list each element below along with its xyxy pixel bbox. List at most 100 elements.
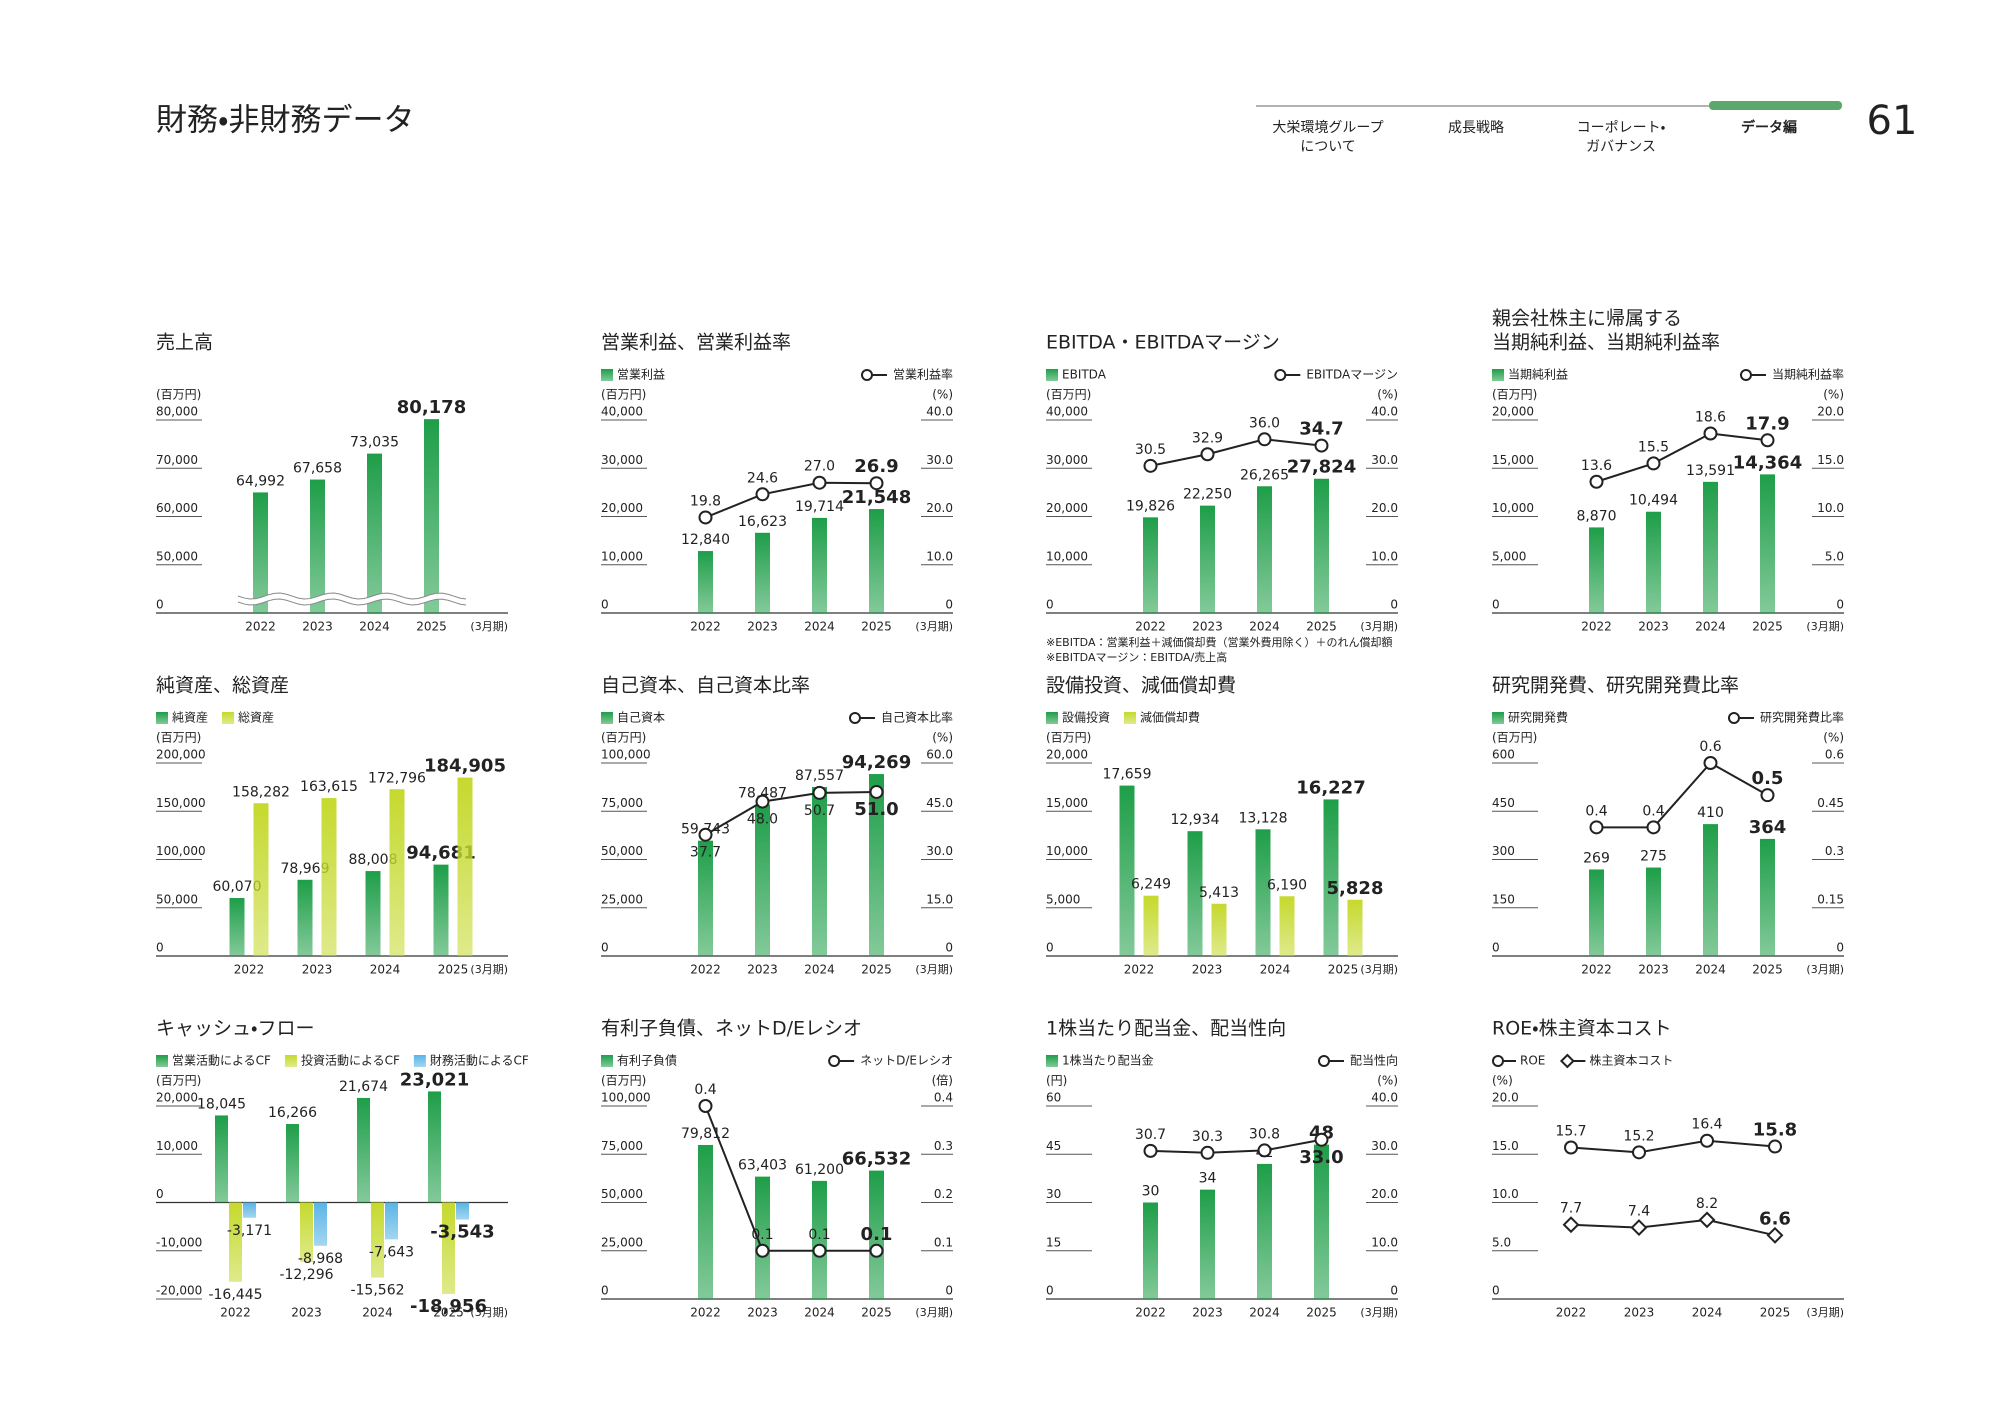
value-label: 12,840	[681, 532, 730, 548]
nav-item: 大栄環境グループ	[1272, 120, 1383, 136]
x-axis-note: (3月期)	[915, 620, 953, 633]
y2-tick-label: 30.0	[1371, 453, 1398, 467]
value-label: 21,548	[842, 487, 911, 508]
bar	[229, 1202, 242, 1282]
value-label: 5,413	[1199, 885, 1239, 901]
legend-swatch	[601, 369, 613, 381]
legend-label: ROE	[1520, 1054, 1545, 1068]
x-tick-label: 2022	[220, 1306, 251, 1320]
line-marker	[755, 1243, 770, 1258]
bar	[869, 1170, 884, 1299]
y-unit: (百万円)	[601, 1074, 646, 1088]
y-tick-label: 0	[156, 598, 164, 612]
value-label: 172,796	[368, 770, 426, 786]
x-axis-note: (3月期)	[1360, 1306, 1398, 1319]
nav-item: 成長戦略	[1448, 120, 1504, 136]
bar	[442, 1202, 455, 1294]
x-tick-label: 2025	[438, 963, 469, 977]
chart-title: 自己資本、自己資本比率	[601, 675, 810, 697]
bar	[253, 803, 269, 956]
value-label: 13.6	[1581, 458, 1612, 474]
legend-label: 営業利益	[617, 368, 665, 382]
x-tick-label: 2024	[370, 963, 401, 977]
value-label: -16,445	[208, 1287, 262, 1303]
bar	[1314, 478, 1329, 613]
x-tick-label: 2023	[1624, 1306, 1655, 1320]
line-marker	[1760, 788, 1775, 803]
value-label: 0.1	[808, 1227, 830, 1243]
value-label: 8,870	[1576, 508, 1616, 524]
page-number: 61	[1867, 98, 1918, 144]
bar	[314, 1202, 327, 1246]
value-label: 6.6	[1759, 1208, 1791, 1229]
value-label: 34.7	[1299, 419, 1343, 440]
y2-tick-label: 20.0	[1817, 405, 1844, 419]
y2-tick-label: 0	[1836, 598, 1844, 612]
y-tick-label: 5.0	[1492, 1235, 1511, 1249]
legend-label: 投資活動によるCF	[301, 1053, 400, 1068]
y-unit: (百万円)	[1492, 388, 1537, 402]
line	[1570, 1218, 1776, 1237]
line-marker	[698, 510, 713, 525]
y2-tick-label: 0	[1390, 1284, 1398, 1298]
x-tick-label: 2025	[416, 620, 447, 634]
value-label: 73,035	[350, 435, 399, 451]
legend-label: 当期純利益率	[1772, 368, 1844, 382]
value-label: 79,812	[681, 1126, 730, 1142]
legend-swatch	[1124, 712, 1137, 724]
value-label: 66,532	[842, 1149, 911, 1170]
x-tick-label: 2025	[861, 620, 892, 634]
x-tick-label: 2023	[1192, 620, 1223, 634]
value-label: -7,643	[369, 1244, 414, 1260]
y-tick-label: 20,000	[1492, 405, 1534, 419]
line-marker	[755, 794, 770, 809]
y2-unit: (%)	[1377, 1074, 1398, 1088]
value-label: 67,658	[293, 461, 342, 477]
bar	[286, 1124, 299, 1203]
value-label: 163,615	[300, 779, 358, 795]
x-tick-label: 2022	[1135, 620, 1166, 634]
y2-tick-label: 45.0	[926, 796, 953, 810]
y2-tick-label: 60.0	[926, 748, 953, 762]
x-tick-label: 2025	[861, 963, 892, 977]
line-marker	[1257, 1143, 1272, 1158]
y-tick-label: 600	[1492, 748, 1515, 762]
line-marker	[1559, 1053, 1575, 1069]
y-tick-label: 100,000	[601, 1091, 651, 1105]
footnote: ※EBITDAマージン：EBITDA/売上高	[1046, 650, 1227, 664]
value-label: 88,008	[349, 852, 398, 868]
legend-swatch	[156, 712, 168, 724]
y-tick-label: 60,000	[156, 501, 198, 515]
nav-active-bar	[1709, 101, 1842, 110]
bar	[1257, 486, 1272, 613]
y2-tick-label: 15.0	[1817, 453, 1844, 467]
line-marker	[1492, 1055, 1504, 1067]
x-tick-label: 2022	[1124, 963, 1155, 977]
y2-tick-label: 10.0	[1817, 501, 1844, 515]
value-label: 158,282	[232, 784, 290, 800]
y2-tick-label: 30.0	[926, 844, 953, 858]
x-tick-label: 2023	[291, 1306, 322, 1320]
y-tick-label: 20,000	[1046, 748, 1088, 762]
y2-tick-label: 0.3	[1825, 844, 1844, 858]
y-tick-label: 300	[1492, 844, 1515, 858]
y2-tick-label: 0	[945, 598, 953, 612]
legend-swatch	[222, 712, 235, 724]
y2-tick-label: 0	[945, 941, 953, 955]
legend-label: 営業利益率	[893, 368, 953, 382]
x-axis-note: (3月期)	[470, 620, 508, 633]
value-label: -15,562	[350, 1283, 404, 1299]
value-label: 78,969	[281, 861, 330, 877]
value-label: 269	[1583, 850, 1610, 866]
chart-title: ROE・株主資本コスト	[1492, 1018, 1672, 1040]
bar	[1119, 785, 1135, 956]
x-tick-label: 2025	[433, 1306, 464, 1320]
line-marker	[1768, 1139, 1782, 1154]
bar	[1760, 838, 1775, 956]
y-tick-label: 10,000	[601, 549, 643, 563]
bar	[1646, 867, 1661, 956]
value-label: 26.9	[854, 456, 898, 477]
bar	[1347, 899, 1363, 956]
y-tick-label: 20,000	[1046, 501, 1088, 515]
x-axis-note: (3月期)	[470, 1306, 508, 1319]
